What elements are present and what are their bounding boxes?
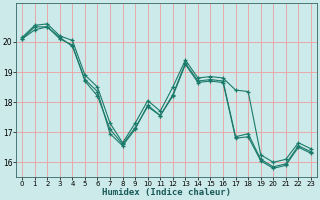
X-axis label: Humidex (Indice chaleur): Humidex (Indice chaleur) — [102, 188, 231, 197]
